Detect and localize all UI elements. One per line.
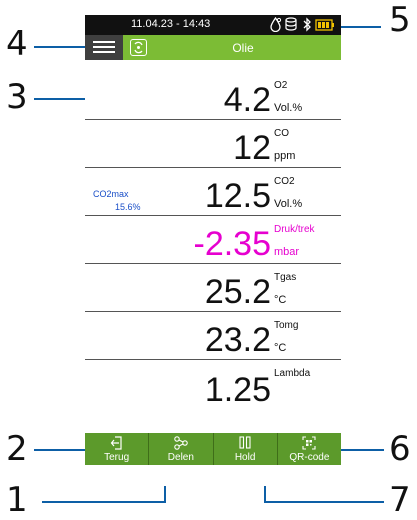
- share-label: Delen: [167, 452, 194, 463]
- co2-unit: Vol.%: [274, 198, 303, 210]
- lambda-label: Lambda: [274, 368, 311, 379]
- title-bar: Olie: [85, 35, 341, 60]
- measurement-row-lambda: 1.25 Lambda: [85, 360, 341, 420]
- tgas-value: 25.2: [204, 273, 271, 311]
- back-icon: [85, 435, 148, 451]
- pause-icon: [214, 435, 277, 451]
- callout-line-5: [329, 26, 381, 28]
- co2-label: CO2: [274, 176, 295, 187]
- measurement-row-draft: -2.35 Druk/trek mbar: [85, 216, 341, 264]
- co-label: CO: [274, 128, 289, 139]
- callout-7: 7: [389, 480, 411, 520]
- database-icon: [285, 17, 299, 37]
- callout-line-4: [34, 46, 88, 48]
- battery-icon: [315, 18, 335, 36]
- tgas-unit: °C: [274, 294, 287, 306]
- draft-label: Druk/trek: [274, 224, 315, 235]
- tgas-label: Tgas: [274, 272, 297, 283]
- share-icon: [149, 435, 212, 451]
- draft-value: -2.35: [193, 225, 272, 263]
- callout-6: 6: [389, 429, 411, 469]
- qr-code-button[interactable]: QR-code: [278, 433, 341, 465]
- co-unit: ppm: [274, 150, 296, 162]
- o2-value: 4.2: [223, 81, 271, 119]
- tomg-label: Tomg: [274, 320, 299, 331]
- menu-button[interactable]: [85, 35, 123, 60]
- callout-line-2: [34, 449, 126, 451]
- o2-unit: Vol.%: [274, 102, 303, 114]
- measurement-row-co2: CO2max 15.6% 12.5 CO2 Vol.%: [85, 168, 341, 216]
- draft-unit: mbar: [274, 246, 300, 258]
- datetime: 11.04.23 - 14:43: [131, 18, 211, 30]
- callout-3: 3: [6, 77, 28, 117]
- o2-label: O2: [274, 80, 288, 91]
- qr-code-label: QR-code: [289, 452, 330, 463]
- bottom-toolbar: Terug Delen Hold QR-code: [85, 433, 341, 465]
- device-screen: 11.04.23 - 14:43 Ol: [85, 15, 341, 486]
- back-button[interactable]: Terug: [85, 433, 150, 465]
- app-icon: [130, 39, 147, 56]
- qr-icon: [278, 435, 341, 451]
- hold-button[interactable]: Hold: [214, 433, 278, 465]
- tomg-value: 23.2: [204, 321, 271, 359]
- callout-4: 4: [6, 24, 28, 64]
- share-button[interactable]: Delen: [149, 433, 214, 465]
- measurement-row-tomg: 23.2 Tomg °C: [85, 312, 341, 360]
- co-value: 12: [233, 129, 271, 167]
- measurement-row-o2: 4.2 O2 Vol.%: [85, 72, 341, 120]
- callout-line-7: [264, 501, 384, 503]
- callout-2: 2: [6, 429, 28, 469]
- lambda-value: 1.25: [204, 371, 271, 409]
- screen-title: Olie: [232, 41, 254, 55]
- callout-line-6: [316, 449, 384, 451]
- tomg-unit: °C: [274, 342, 287, 354]
- bluetooth-icon: [302, 17, 312, 37]
- status-bar: 11.04.23 - 14:43: [85, 15, 341, 35]
- co2max-value: 15.6%: [115, 202, 141, 212]
- measurement-row-tgas: 25.2 Tgas °C: [85, 264, 341, 312]
- callout-line-1: [42, 501, 166, 503]
- co2max-label: CO2max: [93, 189, 129, 199]
- measurement-row-co: 12 CO ppm: [85, 120, 341, 168]
- droplet-icon: [269, 16, 282, 37]
- co2-value: 12.5: [204, 177, 271, 215]
- callout-5: 5: [389, 0, 411, 40]
- hold-label: Hold: [234, 452, 256, 463]
- back-label: Terug: [104, 452, 130, 463]
- callout-1: 1: [6, 480, 28, 520]
